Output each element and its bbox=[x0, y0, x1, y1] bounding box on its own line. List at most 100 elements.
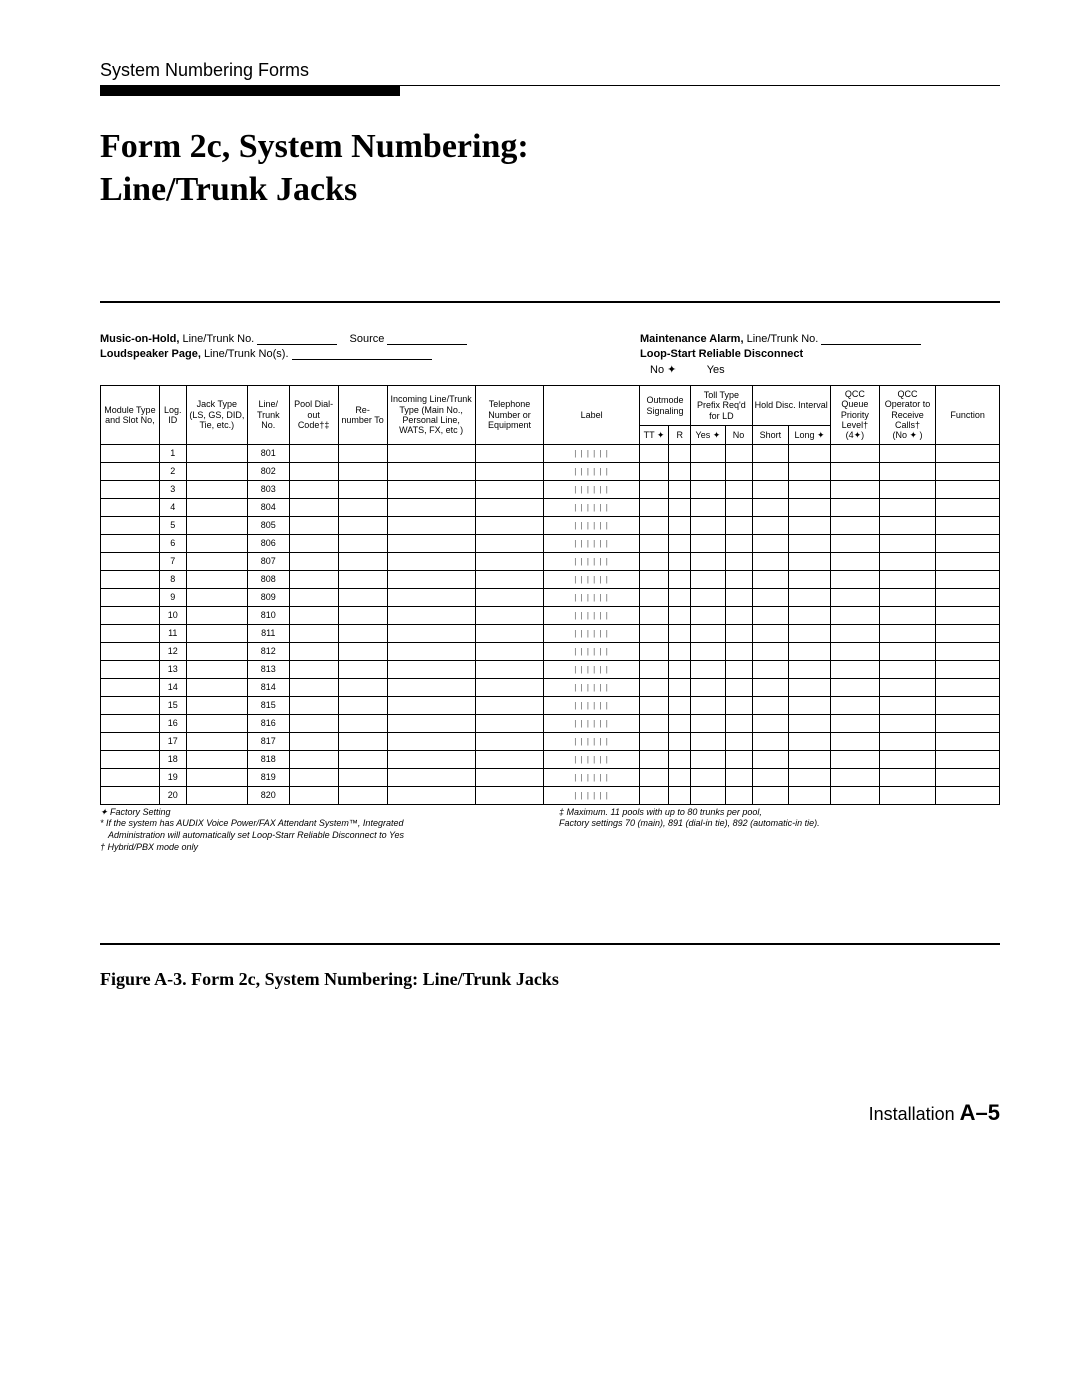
cell[interactable] bbox=[725, 750, 752, 768]
cell[interactable] bbox=[387, 606, 475, 624]
cell[interactable] bbox=[338, 444, 387, 462]
cell[interactable] bbox=[639, 714, 668, 732]
cell[interactable] bbox=[289, 444, 338, 462]
cell[interactable] bbox=[789, 696, 831, 714]
cell[interactable] bbox=[669, 660, 691, 678]
cell[interactable] bbox=[669, 480, 691, 498]
cell[interactable]: 805 bbox=[247, 516, 289, 534]
cell[interactable] bbox=[186, 570, 247, 588]
cell[interactable] bbox=[475, 552, 544, 570]
cell[interactable] bbox=[475, 786, 544, 804]
cell[interactable]: | | | | | | bbox=[544, 732, 640, 750]
cell[interactable] bbox=[186, 444, 247, 462]
cell[interactable] bbox=[830, 570, 879, 588]
cell[interactable] bbox=[936, 516, 1000, 534]
cell[interactable] bbox=[879, 678, 935, 696]
cell[interactable] bbox=[101, 444, 160, 462]
cell[interactable] bbox=[186, 750, 247, 768]
cell[interactable] bbox=[639, 786, 668, 804]
cell[interactable] bbox=[669, 516, 691, 534]
cell[interactable] bbox=[101, 498, 160, 516]
cell[interactable]: 7 bbox=[159, 552, 186, 570]
cell[interactable] bbox=[691, 480, 725, 498]
cell[interactable] bbox=[289, 786, 338, 804]
cell[interactable] bbox=[789, 498, 831, 516]
cell[interactable]: | | | | | | bbox=[544, 714, 640, 732]
cell[interactable] bbox=[186, 606, 247, 624]
cell[interactable] bbox=[289, 750, 338, 768]
cell[interactable] bbox=[387, 570, 475, 588]
cell[interactable] bbox=[936, 750, 1000, 768]
cell[interactable] bbox=[830, 624, 879, 642]
cell[interactable]: 20 bbox=[159, 786, 186, 804]
cell[interactable] bbox=[639, 552, 668, 570]
cell[interactable] bbox=[669, 714, 691, 732]
cell[interactable] bbox=[789, 534, 831, 552]
cell[interactable] bbox=[879, 714, 935, 732]
cell[interactable] bbox=[830, 714, 879, 732]
cell[interactable] bbox=[752, 714, 789, 732]
cell[interactable]: 818 bbox=[247, 750, 289, 768]
cell[interactable] bbox=[101, 534, 160, 552]
cell[interactable]: 15 bbox=[159, 696, 186, 714]
cell[interactable] bbox=[186, 624, 247, 642]
cell[interactable]: | | | | | | bbox=[544, 786, 640, 804]
cell[interactable] bbox=[669, 552, 691, 570]
cell[interactable] bbox=[338, 570, 387, 588]
cell[interactable] bbox=[101, 786, 160, 804]
cell[interactable]: | | | | | | bbox=[544, 678, 640, 696]
cell[interactable] bbox=[101, 660, 160, 678]
cell[interactable] bbox=[475, 678, 544, 696]
cell[interactable] bbox=[725, 606, 752, 624]
cell[interactable] bbox=[725, 732, 752, 750]
cell[interactable]: 9 bbox=[159, 588, 186, 606]
cell[interactable]: 18 bbox=[159, 750, 186, 768]
cell[interactable] bbox=[289, 678, 338, 696]
cell[interactable] bbox=[639, 768, 668, 786]
cell[interactable] bbox=[752, 534, 789, 552]
cell[interactable] bbox=[475, 444, 544, 462]
cell[interactable] bbox=[289, 516, 338, 534]
cell[interactable] bbox=[639, 516, 668, 534]
cell[interactable] bbox=[789, 462, 831, 480]
cell[interactable] bbox=[725, 516, 752, 534]
cell[interactable] bbox=[475, 750, 544, 768]
cell[interactable] bbox=[830, 444, 879, 462]
cell[interactable] bbox=[669, 588, 691, 606]
cell[interactable]: | | | | | | bbox=[544, 624, 640, 642]
cell[interactable] bbox=[639, 678, 668, 696]
cell[interactable] bbox=[936, 534, 1000, 552]
cell[interactable] bbox=[879, 444, 935, 462]
cell[interactable] bbox=[101, 462, 160, 480]
cell[interactable]: | | | | | | bbox=[544, 516, 640, 534]
cell[interactable] bbox=[725, 588, 752, 606]
cell[interactable] bbox=[752, 732, 789, 750]
cell[interactable] bbox=[725, 786, 752, 804]
cell[interactable] bbox=[101, 570, 160, 588]
cell[interactable] bbox=[669, 534, 691, 552]
cell[interactable] bbox=[338, 552, 387, 570]
cell[interactable] bbox=[725, 498, 752, 516]
cell[interactable] bbox=[752, 462, 789, 480]
cell[interactable]: | | | | | | bbox=[544, 660, 640, 678]
cell[interactable] bbox=[879, 768, 935, 786]
cell[interactable]: 806 bbox=[247, 534, 289, 552]
cell[interactable] bbox=[789, 678, 831, 696]
cell[interactable] bbox=[669, 768, 691, 786]
cell[interactable] bbox=[186, 714, 247, 732]
cell[interactable] bbox=[289, 660, 338, 678]
source-blank[interactable] bbox=[387, 334, 467, 345]
cell[interactable] bbox=[752, 660, 789, 678]
cell[interactable] bbox=[475, 660, 544, 678]
cell[interactable] bbox=[936, 498, 1000, 516]
cell[interactable]: 813 bbox=[247, 660, 289, 678]
cell[interactable] bbox=[639, 444, 668, 462]
cell[interactable] bbox=[475, 462, 544, 480]
cell[interactable] bbox=[789, 588, 831, 606]
cell[interactable] bbox=[936, 624, 1000, 642]
cell[interactable]: 8 bbox=[159, 570, 186, 588]
cell[interactable] bbox=[289, 624, 338, 642]
cell[interactable] bbox=[338, 642, 387, 660]
cell[interactable] bbox=[879, 696, 935, 714]
cell[interactable] bbox=[387, 534, 475, 552]
